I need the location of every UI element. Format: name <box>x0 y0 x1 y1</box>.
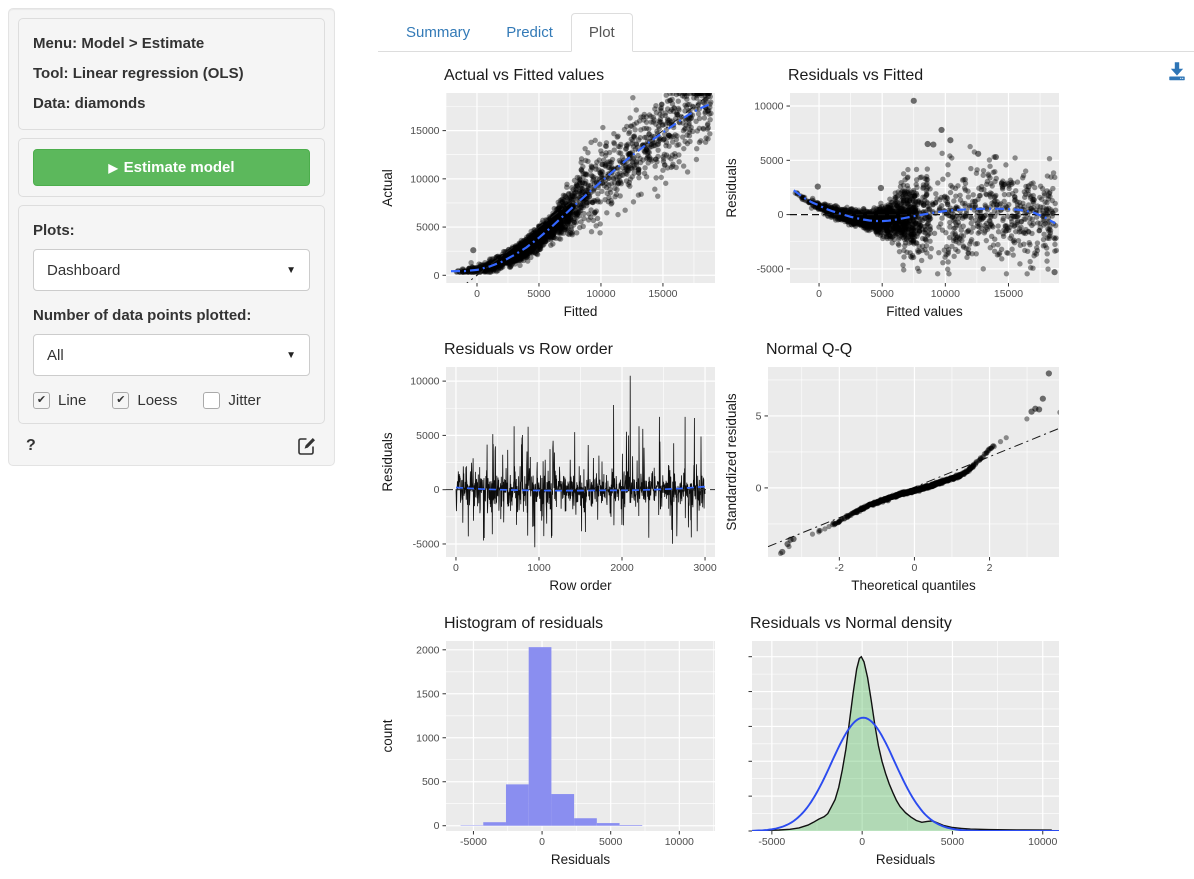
svg-text:1000: 1000 <box>527 562 551 574</box>
sidebar-footer: ? <box>18 432 325 456</box>
svg-text:0: 0 <box>434 270 440 282</box>
menu-info: Menu: Model > Estimate <box>33 29 310 59</box>
help-icon[interactable]: ? <box>26 437 36 455</box>
svg-text:10000: 10000 <box>586 288 615 300</box>
svg-text:0: 0 <box>474 288 480 300</box>
checkbox-loess-box: ✔ <box>112 392 129 409</box>
plot-options-panel: Plots: Dashboard ▼ Number of data points… <box>18 205 325 424</box>
svg-text:5000: 5000 <box>871 288 895 300</box>
npoints-select-value: All <box>47 347 64 364</box>
caret-down-icon: ▼ <box>286 265 296 276</box>
download-icon[interactable] <box>1166 60 1188 87</box>
plots-select-value: Dashboard <box>47 262 120 279</box>
checkbox-loess-label: Loess <box>137 392 177 409</box>
checkbox-jitter-box <box>203 392 220 409</box>
svg-text:15000: 15000 <box>994 288 1023 300</box>
npoints-label: Number of data points plotted: <box>33 307 310 324</box>
edit-icon[interactable] <box>297 436 317 456</box>
plot-residuals-vs-row-order: 0 1000 2000 3000 -5000 0 5000 10000 Row order Res… <box>378 331 720 602</box>
main-area: Summary Predict Plot <box>378 0 1194 52</box>
svg-text:-5000: -5000 <box>413 538 440 550</box>
tab-summary[interactable]: Summary <box>388 13 488 52</box>
estimate-model-button[interactable]: ▶ Estimate model <box>33 149 310 186</box>
tab-bar: Summary Predict Plot <box>378 0 1194 52</box>
svg-text:3000: 3000 <box>693 562 717 574</box>
svg-text:5000: 5000 <box>416 430 440 442</box>
svg-text:10000: 10000 <box>410 376 439 388</box>
svg-text:15000: 15000 <box>410 125 439 137</box>
plot-actual-vs-fitted: 0 5000 10000 15000 0 5000 10000 15000 Fitted Actu… <box>378 57 720 328</box>
tool-info: Tool: Linear regression (OLS) <box>33 59 310 89</box>
svg-text:0: 0 <box>816 288 822 300</box>
data-info: Data: diamonds <box>33 89 310 119</box>
svg-text:5000: 5000 <box>527 288 551 300</box>
svg-text:-5000: -5000 <box>757 263 784 275</box>
svg-text:5000: 5000 <box>416 222 440 234</box>
checkbox-loess[interactable]: ✔ Loess <box>112 392 177 409</box>
svg-text:Actual: Actual <box>380 169 395 207</box>
plot-residuals-vs-fitted: 0 5000 10000 15000 -5000 0 5000 10000 Fitted val… <box>722 57 1064 328</box>
estimate-model-label: Estimate model <box>124 159 235 176</box>
sidebar: Menu: Model > Estimate Tool: Linear regr… <box>8 8 335 466</box>
svg-text:Row order: Row order <box>549 578 612 593</box>
svg-text:Actual vs Fitted values: Actual vs Fitted values <box>444 67 604 84</box>
play-icon: ▶ <box>108 161 117 175</box>
svg-text:5000: 5000 <box>760 155 784 167</box>
svg-text:0: 0 <box>453 562 459 574</box>
svg-text:Residuals vs Row order: Residuals vs Row order <box>444 341 614 358</box>
svg-text:10000: 10000 <box>931 288 960 300</box>
svg-text:10000: 10000 <box>410 173 439 185</box>
svg-text:0: 0 <box>778 209 784 221</box>
checkbox-line-box: ✔ <box>33 392 50 409</box>
svg-text:Fitted values: Fitted values <box>886 304 963 319</box>
svg-text:Fitted: Fitted <box>564 304 598 319</box>
checkbox-line[interactable]: ✔ Line <box>33 392 86 409</box>
svg-text:Residuals: Residuals <box>724 158 739 218</box>
svg-text:Residuals vs Fitted: Residuals vs Fitted <box>788 67 923 84</box>
svg-text:15000: 15000 <box>648 288 677 300</box>
checkbox-line-label: Line <box>58 392 86 409</box>
svg-text:10000: 10000 <box>754 101 783 113</box>
checkbox-jitter[interactable]: Jitter <box>203 392 261 409</box>
svg-text:2000: 2000 <box>610 562 634 574</box>
plots-label: Plots: <box>33 222 310 239</box>
tab-plot[interactable]: Plot <box>571 13 633 52</box>
caret-down-icon: ▼ <box>286 350 296 361</box>
model-info-panel: Menu: Model > Estimate Tool: Linear regr… <box>18 18 325 130</box>
checkbox-jitter-label: Jitter <box>228 392 261 409</box>
plot-option-checkboxes: ✔ Line ✔ Loess Jitter <box>33 392 310 409</box>
npoints-select[interactable]: All ▼ <box>33 334 310 376</box>
plots-select[interactable]: Dashboard ▼ <box>33 249 310 291</box>
tab-predict[interactable]: Predict <box>488 13 571 52</box>
svg-text:Residuals: Residuals <box>380 432 395 492</box>
estimate-panel: ▶ Estimate model <box>18 138 325 197</box>
svg-text:0: 0 <box>434 484 440 496</box>
